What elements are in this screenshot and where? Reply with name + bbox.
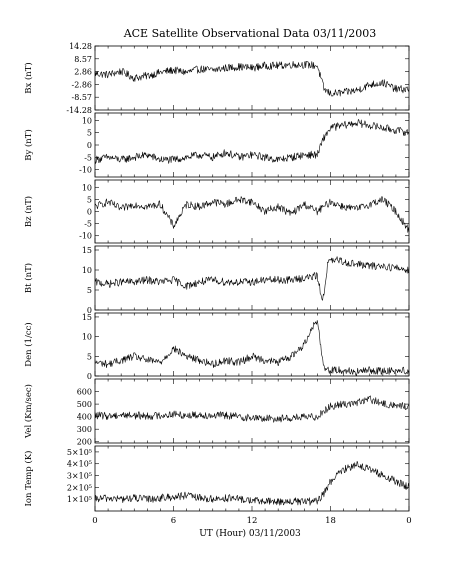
- y-tick-label: -5: [84, 220, 92, 229]
- y-tick-label: 300: [77, 425, 92, 434]
- series-line: [94, 60, 410, 97]
- y-tick-label: 5×10⁵: [67, 448, 92, 457]
- y-tick-label: 2.86: [74, 68, 92, 77]
- y-tick-label: 5: [87, 352, 92, 361]
- y-tick-label: 0: [87, 141, 92, 150]
- y-tick-label: 8.57: [74, 55, 92, 64]
- y-tick-label: 600: [77, 388, 92, 397]
- chart-title: ACE Satellite Observational Data 03/11/2…: [123, 27, 377, 40]
- plot-frame: [94, 378, 410, 444]
- panel-6: 600 500 400 300 200 Vel (Km/sec): [23, 378, 410, 447]
- x-tick-label: 6: [171, 516, 176, 526]
- y-tick-label: 5: [87, 195, 92, 204]
- y-tick-label: 5: [87, 129, 92, 138]
- y-tick-label: -14.28: [66, 106, 92, 115]
- x-tick-label: 12: [247, 516, 258, 526]
- panel-1: 14.28 8.57 2.86 -2.86 -8.57 -14.28 Bx (nT): [23, 42, 410, 115]
- y-axis-label: Bx (nT): [23, 62, 34, 94]
- plot-frame: [94, 312, 410, 377]
- y-tick-label: 15: [82, 313, 92, 322]
- y-axis-label: By (nT): [23, 129, 34, 161]
- series-line: [94, 256, 410, 301]
- plot-frame: [94, 179, 410, 244]
- x-axis-label: UT (Hour) 03/11/2003: [199, 528, 301, 539]
- y-tick-label: 14.28: [69, 42, 92, 51]
- y-tick-label: 5: [87, 286, 92, 295]
- x-tick-label: 18: [325, 516, 336, 526]
- panel-2: 10 5 0 -5 -10 By (nT): [23, 112, 410, 178]
- plot-frame: [94, 112, 410, 178]
- series-line: [94, 460, 410, 506]
- y-tick-label: 1×10⁵: [67, 495, 92, 504]
- y-tick-label: -10: [79, 232, 92, 241]
- series-line: [94, 320, 410, 376]
- y-tick-label: 4×10⁵: [67, 460, 92, 469]
- panel-4: 15 10 5 0 Bt (nT): [23, 245, 410, 315]
- panel-3: 10 5 0 -5 -10 Bz (nT): [23, 179, 410, 244]
- y-tick-label: 0: [87, 372, 92, 381]
- y-tick-label: 10: [82, 266, 92, 275]
- y-axis-label: Vel (Km/sec): [23, 384, 34, 439]
- y-tick-label: 10: [82, 183, 92, 192]
- y-tick-label: -8.57: [71, 93, 92, 102]
- y-tick-label: 400: [77, 413, 92, 422]
- y-tick-label: 200: [77, 438, 92, 447]
- y-tick-label: 500: [77, 400, 92, 409]
- y-tick-label: -5: [84, 153, 92, 162]
- panel-5: 15 10 5 0 Den (1/cc): [23, 312, 410, 381]
- y-tick-label: -2.86: [71, 80, 92, 89]
- y-tick-label: 0: [87, 208, 92, 217]
- series-line: [94, 395, 410, 423]
- y-tick-label: 10: [82, 333, 92, 342]
- y-tick-label: 2×10⁵: [67, 483, 92, 492]
- y-axis-label: Den (1/cc): [23, 322, 34, 366]
- x-axis: 0 6 12 18 0: [92, 516, 411, 526]
- x-tick-label: 0: [406, 516, 411, 526]
- y-axis-label: Bz (nT): [23, 196, 34, 227]
- y-tick-label: 15: [82, 246, 92, 255]
- plot-frame: [94, 45, 410, 111]
- panel-7: 5×10⁵ 4×10⁵ 3×10⁵ 2×10⁵ 1×10⁵ Ion Temp (K): [23, 445, 410, 512]
- series-line: [94, 119, 410, 164]
- y-axis-label: Bt (nT): [23, 263, 34, 293]
- y-tick-label: 10: [82, 116, 92, 125]
- y-tick-label: -10: [79, 166, 92, 175]
- y-tick-label: 0: [87, 306, 92, 315]
- series-line: [94, 196, 410, 233]
- x-tick-label: 0: [92, 516, 97, 526]
- y-axis-label: Ion Temp (K): [23, 451, 34, 507]
- y-tick-label: 3×10⁵: [67, 472, 92, 481]
